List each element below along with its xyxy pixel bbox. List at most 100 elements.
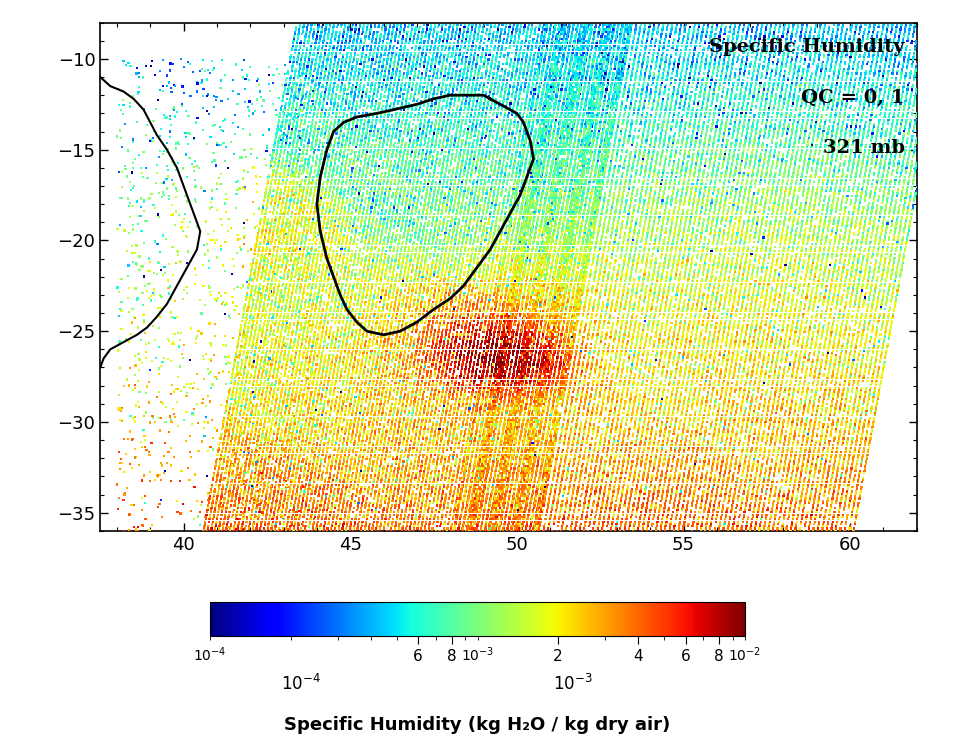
Point: [732, 62, 748, 75]
Point: [488, 523, 503, 535]
Point: [597, 19, 612, 31]
Point: [485, 419, 500, 431]
Point: [571, 380, 586, 392]
Point: [880, 97, 895, 109]
Point: [567, 157, 583, 169]
Point: [506, 442, 521, 454]
Point: [607, 525, 623, 537]
Point: [469, 40, 484, 52]
Point: [368, 220, 383, 232]
Point: [384, 501, 399, 514]
Point: [796, 137, 811, 149]
Point: [733, 474, 749, 486]
Point: [561, 412, 576, 424]
Point: [824, 349, 839, 361]
Point: [566, 164, 582, 176]
Point: [283, 523, 298, 535]
Point: [579, 412, 594, 424]
Point: [306, 479, 321, 491]
Point: [470, 114, 485, 126]
Point: [399, 458, 414, 470]
Point: [325, 518, 340, 530]
Point: [733, 428, 749, 440]
Point: [848, 144, 863, 156]
Point: [518, 181, 533, 193]
Point: [665, 187, 680, 200]
Point: [651, 187, 667, 200]
Point: [494, 206, 509, 218]
Point: [338, 259, 353, 271]
Point: [549, 453, 564, 465]
Point: [569, 102, 584, 114]
Point: [665, 509, 680, 521]
Point: [541, 222, 557, 234]
Point: [536, 243, 551, 255]
Point: [499, 509, 514, 521]
Point: [366, 416, 381, 428]
Point: [363, 250, 378, 262]
Point: [761, 155, 776, 167]
Point: [438, 102, 454, 114]
Point: [423, 21, 438, 33]
Point: [649, 271, 665, 283]
Point: [254, 514, 269, 526]
Point: [571, 134, 586, 146]
Point: [840, 312, 856, 325]
Point: [236, 306, 251, 318]
Point: [863, 86, 879, 98]
Point: [272, 192, 287, 204]
Point: [386, 245, 401, 258]
Point: [876, 21, 891, 33]
Point: [570, 142, 585, 154]
Point: [574, 340, 589, 352]
Point: [525, 511, 541, 523]
Point: [617, 451, 632, 463]
Point: [756, 130, 772, 142]
Point: [850, 451, 865, 463]
Point: [791, 509, 806, 521]
Point: [283, 296, 298, 308]
Point: [444, 416, 459, 428]
Point: [207, 237, 223, 249]
Point: [567, 233, 583, 245]
Point: [354, 419, 370, 431]
Point: [497, 90, 512, 102]
Point: [830, 174, 845, 186]
Point: [462, 259, 478, 271]
Point: [879, 151, 894, 163]
Point: [438, 471, 454, 483]
Point: [519, 132, 534, 144]
Point: [644, 354, 659, 366]
Point: [273, 449, 288, 461]
Point: [257, 458, 272, 470]
Point: [451, 199, 466, 211]
Point: [342, 137, 357, 149]
Point: [329, 70, 344, 82]
Point: [554, 86, 569, 98]
Point: [557, 276, 572, 288]
Point: [266, 469, 282, 481]
Point: [436, 278, 452, 290]
Point: [272, 377, 287, 389]
Point: [847, 393, 862, 405]
Point: [283, 442, 298, 454]
Point: [694, 324, 710, 336]
Point: [809, 211, 824, 223]
Point: [825, 174, 840, 186]
Point: [755, 111, 771, 123]
Point: [558, 245, 573, 258]
Point: [855, 477, 870, 489]
Point: [868, 257, 883, 269]
Point: [391, 404, 406, 416]
Point: [706, 137, 721, 149]
Point: [693, 525, 709, 537]
Point: [350, 90, 366, 102]
Point: [778, 86, 794, 98]
Point: [551, 268, 566, 280]
Point: [533, 261, 548, 273]
Point: [581, 231, 596, 243]
Point: [458, 340, 474, 352]
Point: [747, 160, 762, 172]
Point: [809, 185, 824, 197]
Point: [433, 155, 448, 167]
